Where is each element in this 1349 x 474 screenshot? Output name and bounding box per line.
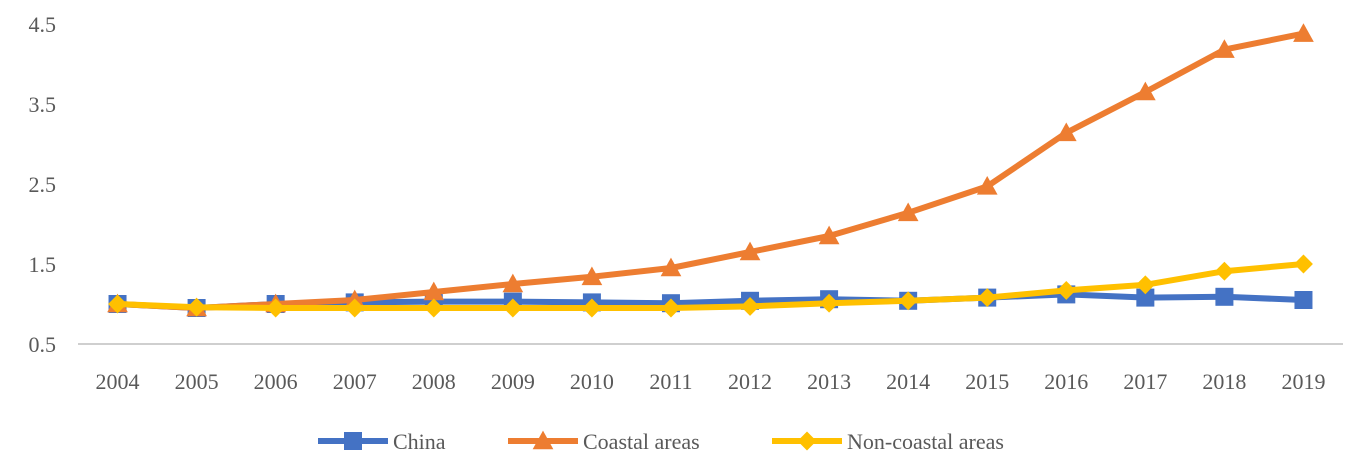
legend-label-china: China (393, 429, 446, 454)
data-point-china (1294, 291, 1313, 309)
x-tick-label: 2011 (649, 369, 692, 394)
x-tick-label: 2008 (412, 369, 456, 394)
y-tick-label: 2.5 (29, 172, 57, 197)
data-point-coastal-areas (1293, 23, 1314, 42)
series-coastal-areas (107, 23, 1314, 317)
x-tick-label: 2012 (728, 369, 772, 394)
legend-item-coastal-areas: Coastal areas (508, 429, 700, 454)
data-point-non-coastal-areas (266, 298, 286, 318)
data-point-china (1136, 288, 1155, 307)
series-line-non-coastal-areas (114, 261, 1307, 311)
series-line-coastal-areas (114, 30, 1307, 311)
data-point-non-coastal-areas (819, 293, 839, 313)
data-point-non-coastal-areas (345, 298, 365, 318)
legend-marker-non-coastal-areas (797, 431, 817, 451)
data-point-coastal-areas (739, 241, 761, 261)
data-point-coastal-areas (1134, 81, 1156, 101)
data-point-coastal-areas (818, 225, 840, 245)
data-point-coastal-areas (502, 273, 524, 293)
x-tick-label: 2018 (1202, 369, 1246, 394)
legend-label-coastal-areas: Coastal areas (583, 429, 700, 454)
x-tick-label: 2005 (175, 369, 219, 394)
legend-marker-coastal-areas (532, 430, 554, 450)
x-tick-label: 2006 (254, 369, 298, 394)
data-point-non-coastal-areas (187, 297, 207, 317)
x-axis-tick-labels: 2004 2005 2006 2007 2008 2009 2010 2011 2012 2013… (96, 369, 1326, 394)
data-point-coastal-areas (1214, 39, 1235, 58)
data-point-non-coastal-areas (108, 294, 127, 314)
data-point-non-coastal-areas (1135, 275, 1155, 295)
data-point-non-coastal-areas (977, 288, 997, 308)
data-point-coastal-areas (1055, 122, 1077, 142)
x-tick-label: 2014 (886, 369, 930, 394)
data-point-non-coastal-areas (424, 298, 444, 318)
data-point-non-coastal-areas (898, 291, 918, 311)
data-point-coastal-areas (423, 281, 445, 301)
data-point-non-coastal-areas (1056, 280, 1076, 300)
data-point-coastal-areas (897, 202, 919, 222)
data-point-china (1215, 287, 1234, 306)
data-point-non-coastal-areas (1294, 254, 1313, 274)
x-tick-label: 2016 (1044, 369, 1088, 394)
legend-item-china: China (318, 429, 446, 454)
series-layer (107, 23, 1314, 318)
data-point-non-coastal-areas (582, 298, 602, 318)
legend: China Coastal areas Non-coastal areas (318, 429, 1004, 454)
x-tick-label: 2019 (1281, 369, 1325, 394)
data-point-non-coastal-areas (1214, 261, 1234, 281)
legend-item-non-coastal-areas: Non-coastal areas (772, 429, 1004, 454)
y-tick-label: 3.5 (29, 92, 57, 117)
legend-marker-china (344, 432, 362, 450)
x-tick-label: 2009 (491, 369, 535, 394)
x-tick-label: 2004 (96, 369, 140, 394)
series-non-coastal-areas (108, 254, 1313, 318)
y-tick-label: 1.5 (29, 252, 57, 277)
data-point-non-coastal-areas (661, 298, 681, 318)
x-tick-label: 2015 (965, 369, 1009, 394)
y-tick-label: 4.5 (29, 12, 57, 37)
y-tick-label: 0.5 (29, 332, 57, 357)
data-point-coastal-areas (581, 266, 603, 286)
x-tick-label: 2010 (570, 369, 614, 394)
x-tick-label: 2017 (1123, 369, 1167, 394)
data-point-coastal-areas (660, 257, 682, 277)
x-tick-label: 2007 (333, 369, 377, 394)
data-point-coastal-areas (976, 176, 998, 195)
y-axis-tick-labels: 0.5 1.5 2.5 3.5 4.5 (29, 12, 57, 357)
data-point-non-coastal-areas (740, 296, 760, 316)
data-point-non-coastal-areas (503, 298, 523, 318)
x-tick-label: 2013 (807, 369, 851, 394)
legend-label-non-coastal-areas: Non-coastal areas (847, 429, 1004, 454)
